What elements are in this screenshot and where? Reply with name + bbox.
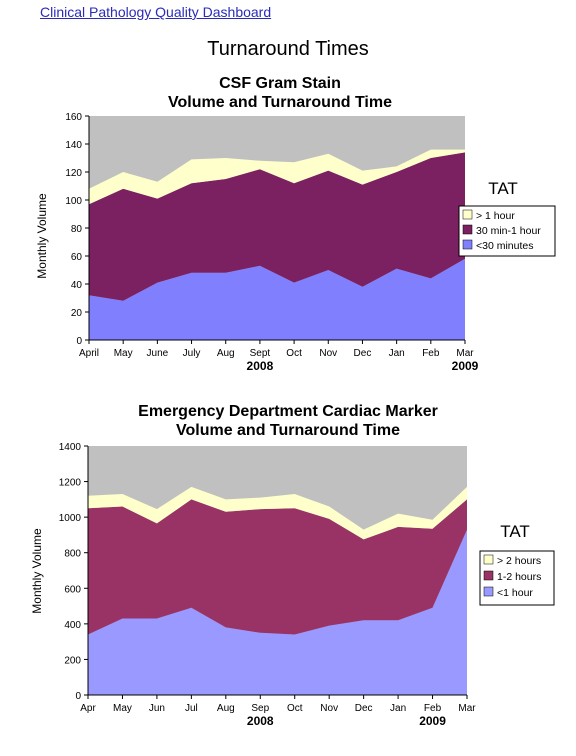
legend-swatch: [483, 570, 494, 581]
x-tick-label: Oct: [286, 348, 302, 359]
y-tick-label: 100: [65, 196, 82, 207]
legend-label: > 1 hour: [476, 210, 515, 222]
year-label: 2008: [247, 714, 274, 728]
y-tick-label: 160: [65, 112, 82, 123]
legend-label: > 2 hours: [497, 555, 541, 567]
y-tick-label: 1200: [59, 478, 82, 489]
csf-gram-stain-chart: CSF Gram Stain Volume and Turnaround Tim…: [35, 75, 556, 373]
legend-label: 1-2 hours: [497, 571, 541, 583]
x-tick-label: Aug: [217, 348, 235, 359]
x-tick-label: Mar: [458, 703, 476, 714]
x-tick-label: May: [114, 348, 133, 359]
legend-swatch: [462, 239, 473, 250]
area-series-3: [88, 486, 467, 540]
y-tick-label: 600: [64, 584, 81, 595]
year-label: 2009: [452, 359, 479, 373]
y-tick-label: 800: [64, 549, 81, 560]
y-axis-label: Monthly Volume: [35, 193, 49, 279]
x-tick-label: Aug: [217, 703, 235, 714]
dashboard-link[interactable]: Clinical Pathology Quality Dashboard: [40, 4, 272, 20]
y-tick-label: 1000: [59, 513, 82, 524]
x-tick-label: June: [147, 348, 169, 359]
legend-swatch: [483, 586, 494, 597]
chart-title-line1: CSF Gram Stain: [219, 75, 341, 92]
x-tick-label: Dec: [355, 703, 373, 714]
x-tick-label: Nov: [319, 348, 337, 359]
chart-title-line1: Emergency Department Cardiac Marker: [138, 403, 438, 420]
legend-swatch: [462, 224, 473, 235]
x-tick-label: Oct: [287, 703, 303, 714]
year-label: 2009: [419, 714, 446, 728]
y-tick-label: 40: [71, 280, 83, 291]
y-tick-label: 140: [65, 140, 82, 151]
legend-label: <30 minutes: [476, 240, 534, 252]
x-tick-label: Sep: [251, 703, 269, 714]
chart-title-line2: Volume and Turnaround Time: [176, 422, 400, 439]
cardiac-marker-chart: Emergency Department Cardiac Marker Volu…: [30, 403, 555, 728]
y-axis-label: Monthly Volume: [30, 528, 44, 614]
legend-box: [458, 205, 556, 257]
x-tick-label: Sept: [250, 348, 271, 359]
x-tick-label: May: [113, 703, 132, 714]
x-tick-label: Nov: [320, 703, 338, 714]
area-series-3: [89, 149, 465, 205]
y-tick-label: 1400: [59, 442, 82, 453]
x-tick-label: Feb: [422, 348, 440, 359]
legend-title: TAT: [500, 522, 530, 541]
x-tick-label: Jan: [389, 348, 405, 359]
y-tick-label: 0: [75, 691, 81, 702]
x-tick-label: Jun: [149, 703, 165, 714]
x-tick-label: Apr: [80, 703, 96, 714]
x-tick-label: July: [183, 348, 201, 359]
legend-swatch: [483, 554, 494, 565]
area-series-1: [88, 529, 467, 695]
legend-swatch: [462, 209, 473, 220]
x-tick-label: Jul: [185, 703, 198, 714]
y-tick-label: 200: [64, 655, 81, 666]
chart-title-line2: Volume and Turnaround Time: [168, 94, 392, 111]
x-tick-label: April: [79, 348, 99, 359]
year-label: 2008: [247, 359, 274, 373]
y-tick-label: 0: [76, 336, 82, 347]
x-tick-label: Dec: [354, 348, 372, 359]
page-title: Turnaround Times: [207, 38, 369, 60]
y-tick-label: 80: [71, 224, 83, 235]
area-series-1: [89, 258, 465, 340]
area-series-2: [88, 499, 467, 635]
y-tick-label: 120: [65, 168, 82, 179]
y-tick-label: 20: [71, 308, 83, 319]
y-tick-label: 400: [64, 620, 81, 631]
area-series-2: [89, 152, 465, 301]
legend-title: TAT: [488, 179, 518, 198]
legend-label: <1 hour: [497, 587, 533, 599]
x-tick-label: Jan: [390, 703, 406, 714]
legend-label: 30 min-1 hour: [476, 225, 541, 237]
y-tick-label: 60: [71, 252, 83, 263]
x-tick-label: Feb: [424, 703, 442, 714]
x-tick-label: Mar: [456, 348, 474, 359]
